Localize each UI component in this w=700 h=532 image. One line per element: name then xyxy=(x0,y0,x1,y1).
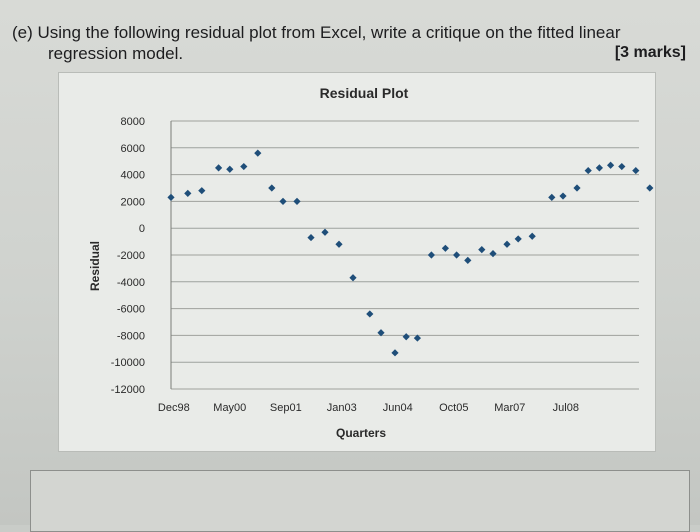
x-tick-label: Jul08 xyxy=(553,402,579,414)
residual-point xyxy=(254,149,262,157)
chart-frame: Residual Plot 8000 6000 4000 2000 0 -2000 -400… xyxy=(58,72,656,452)
residual-point xyxy=(427,251,435,259)
residual-point xyxy=(489,250,497,258)
residual-point xyxy=(366,310,374,318)
residual-point xyxy=(321,228,329,236)
residual-point xyxy=(559,192,567,200)
residual-point xyxy=(528,232,536,240)
residual-point xyxy=(391,349,399,357)
y-tick-label: -10000 xyxy=(111,357,145,369)
residual-point xyxy=(548,193,556,201)
x-tick-label: Sep01 xyxy=(270,402,302,414)
residual-point xyxy=(453,251,461,259)
x-tick-label: Dec98 xyxy=(158,402,190,414)
residual-point xyxy=(279,197,287,205)
residual-point xyxy=(240,162,248,171)
residual-point xyxy=(573,184,581,192)
y-tick-label: -4000 xyxy=(117,277,145,289)
x-axis-label: Quarters xyxy=(336,426,386,440)
x-axis-ticks: Dec98 May00 Sep01 Jan03 Jun04 Oct05 Mar07 Jul08 xyxy=(158,402,579,414)
y-tick-label: -6000 xyxy=(117,304,145,316)
y-axis-ticks: 8000 6000 4000 2000 0 -2000 -4000 -6000 -8000 -10… xyxy=(111,116,145,396)
y-tick-label: -8000 xyxy=(117,330,145,342)
residual-point xyxy=(413,334,421,342)
question-line-2: regression model. xyxy=(48,44,184,63)
x-tick-label: May00 xyxy=(213,402,246,414)
residual-point xyxy=(646,184,654,192)
y-tick-label: 2000 xyxy=(121,196,145,208)
residual-point xyxy=(335,240,343,248)
data-points xyxy=(167,149,654,357)
y-tick-label: 6000 xyxy=(121,143,145,155)
residual-point xyxy=(441,244,449,252)
chart-title: Residual Plot xyxy=(320,85,409,101)
x-tick-label: Mar07 xyxy=(494,402,525,414)
residual-point xyxy=(503,240,511,248)
y-tick-label: 0 xyxy=(139,223,145,235)
answer-box[interactable] xyxy=(30,470,690,532)
residual-point xyxy=(514,235,522,243)
x-tick-label: Oct05 xyxy=(439,402,468,414)
residual-point xyxy=(198,187,206,195)
question-line-1: (e) Using the following residual plot fr… xyxy=(12,23,621,42)
residual-point xyxy=(377,329,385,337)
residual-point xyxy=(632,166,640,175)
y-tick-label: -2000 xyxy=(117,250,145,262)
y-axis-label: Residual xyxy=(88,241,102,291)
question-text: (e) Using the following residual plot fr… xyxy=(12,22,692,64)
residual-plot-chart: Residual Plot 8000 6000 4000 2000 0 -2000 -400… xyxy=(88,85,654,440)
residual-point xyxy=(349,274,357,282)
residual-point xyxy=(584,166,592,175)
residual-point xyxy=(226,165,234,173)
residual-point xyxy=(307,233,315,242)
residual-point xyxy=(184,189,192,197)
residual-point xyxy=(215,164,223,172)
residual-point xyxy=(167,193,175,201)
residual-point xyxy=(268,184,276,192)
residual-point xyxy=(618,162,626,171)
x-tick-label: Jan03 xyxy=(327,402,357,414)
y-tick-label: 4000 xyxy=(121,170,145,182)
marks-label: [3 marks] xyxy=(614,44,686,61)
grid-lines xyxy=(170,120,639,390)
residual-point xyxy=(607,161,615,169)
residual-point xyxy=(402,333,410,341)
residual-point xyxy=(464,256,472,264)
y-tick-label: -12000 xyxy=(111,384,145,396)
residual-point xyxy=(293,197,301,205)
y-tick-label: 8000 xyxy=(121,116,145,128)
residual-point xyxy=(595,164,603,172)
residual-point xyxy=(478,246,486,254)
x-tick-label: Jun04 xyxy=(383,402,413,414)
